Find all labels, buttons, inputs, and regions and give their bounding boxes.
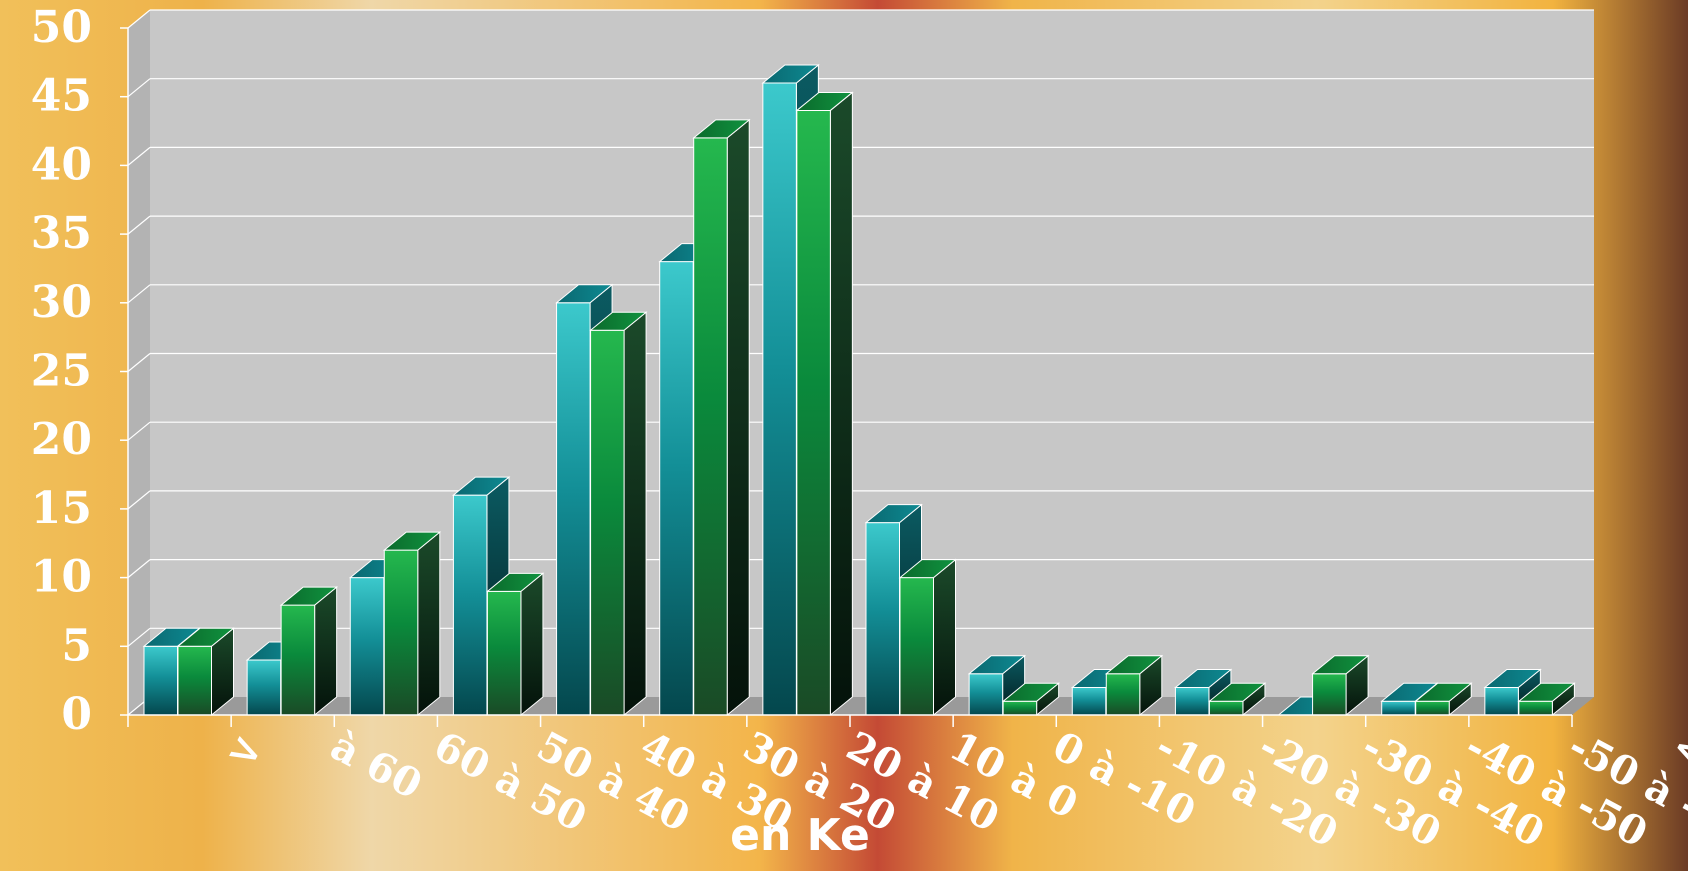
bar-front [556, 302, 591, 716]
y-tick-label: 10 [31, 552, 92, 603]
bar-top [589, 311, 648, 331]
bar-top [486, 572, 545, 592]
bar-front [246, 659, 282, 716]
x-tick-label: > [220, 722, 272, 779]
bar-front [1071, 687, 1107, 716]
bar-front [1174, 687, 1210, 716]
bar-front [486, 590, 522, 716]
y-tick-label: 0 [61, 689, 92, 740]
bar-top [1311, 655, 1370, 675]
bar [452, 476, 511, 717]
bar-front [659, 261, 694, 716]
bar-top [382, 531, 442, 551]
bar-top [795, 91, 854, 111]
bar [486, 572, 545, 717]
bar-front [796, 109, 831, 716]
bar-front [349, 577, 385, 716]
y-tick-label: 5 [61, 620, 92, 671]
bar [692, 118, 751, 717]
bar-side [726, 118, 750, 717]
y-tick-label: 50 [31, 2, 92, 53]
bar-front [1415, 700, 1450, 716]
gridline-side [127, 627, 151, 647]
gridline-side [127, 146, 151, 166]
bar-side [417, 531, 441, 717]
gridline-side [127, 490, 151, 510]
bar-top [967, 655, 1027, 675]
y-tick-label: 25 [31, 346, 92, 397]
bar [176, 627, 235, 717]
y-axis: 0 5 10 15 20 25 30 35 40 45 50 [31, 2, 129, 740]
bar-front [762, 82, 797, 716]
bar-front [1208, 700, 1244, 716]
bar-front [968, 673, 1004, 716]
bar-top [279, 586, 339, 606]
bar-top [1104, 655, 1164, 675]
bar-front [693, 137, 728, 716]
bar-front [1381, 700, 1416, 716]
bar [589, 311, 648, 717]
bar-top [1174, 669, 1233, 689]
bar-front [590, 329, 625, 716]
bar-front [280, 604, 316, 716]
floor [128, 697, 1594, 715]
bar-side [314, 586, 338, 717]
bar-top [761, 64, 820, 84]
bar-front [383, 549, 419, 716]
gridline-side [127, 353, 151, 372]
gridline-side [127, 421, 151, 441]
bar [1311, 654, 1370, 717]
bar [1414, 682, 1473, 717]
bar-top [692, 119, 751, 139]
y-tick-label: 35 [31, 208, 92, 259]
bar-top [1001, 682, 1061, 702]
bar-front [452, 494, 488, 716]
gridline-side [127, 215, 151, 235]
bar-side [623, 311, 647, 717]
bar [898, 558, 957, 717]
bar-top [176, 627, 235, 647]
bar-front [1518, 700, 1553, 716]
y-tick-label: 30 [31, 277, 92, 328]
bar-front [1002, 700, 1038, 716]
bar-front [865, 522, 900, 716]
bar-side [829, 91, 853, 717]
bar-top [898, 559, 957, 579]
bar-front [1105, 673, 1141, 716]
gridline-side [127, 559, 151, 579]
gridline-side [127, 9, 151, 29]
bar-side [520, 572, 544, 717]
bar-front [1312, 673, 1347, 716]
x-tick-label: à 60 [323, 722, 429, 808]
bar-top [452, 476, 511, 496]
y-tick-label: 20 [31, 414, 92, 465]
bar-top [1208, 682, 1267, 702]
y-tick-label: 15 [31, 483, 92, 534]
bar [279, 586, 339, 717]
bar-top [555, 284, 614, 304]
bars [142, 63, 1576, 717]
bar-front [899, 577, 934, 716]
bar-front [177, 645, 212, 716]
bar [382, 531, 442, 717]
bar-front [143, 645, 178, 716]
bar [1517, 682, 1576, 717]
y-tick-label: 45 [31, 71, 92, 122]
bar-top [1517, 682, 1576, 702]
bar-side [933, 558, 956, 717]
gridline-side [127, 78, 151, 98]
bar-top [1483, 669, 1542, 689]
bar [795, 91, 854, 717]
x-axis-title: en Ke [730, 810, 870, 861]
bar-top [864, 504, 923, 524]
plot-area [128, 10, 1594, 715]
bar-top [1414, 682, 1473, 702]
bar-front [1484, 687, 1519, 716]
gridline-side [127, 284, 151, 304]
y-tick-label: 40 [31, 139, 92, 190]
